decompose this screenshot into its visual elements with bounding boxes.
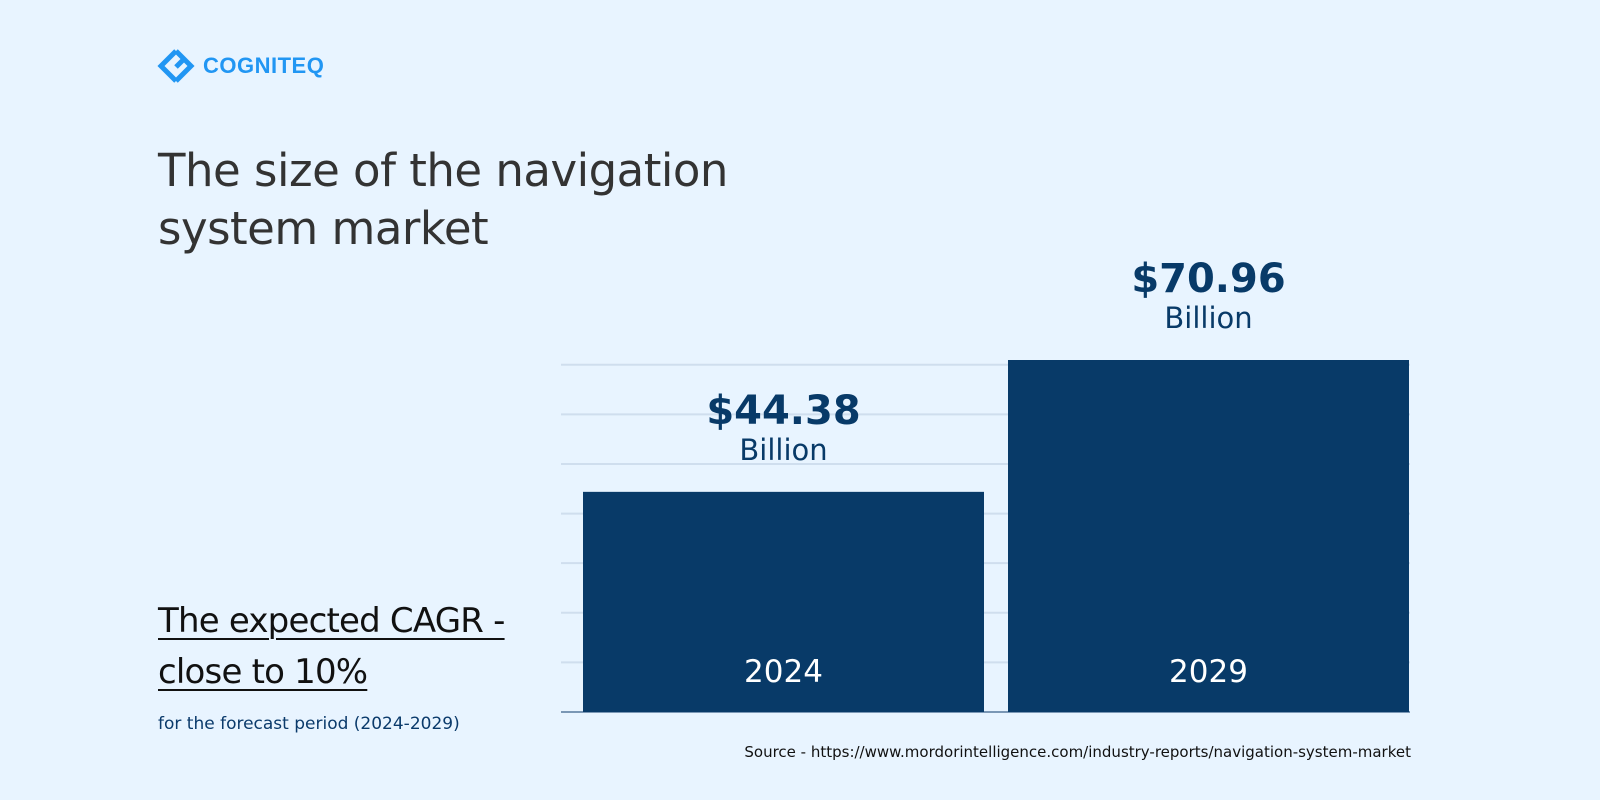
chart-title: The size of the navigation system market: [158, 144, 728, 255]
cagr-line-2: close to 10%: [158, 652, 368, 692]
unit-label: Billion: [739, 433, 827, 467]
forecast-period: for the forecast period (2024-2029): [158, 714, 460, 734]
category-label: 2024: [744, 654, 823, 690]
brand-logo: COGNITEQ: [157, 47, 324, 85]
source-link[interactable]: Source - https://www.mordorintelligence.…: [744, 743, 1411, 761]
cagr-line-1: The expected CAGR -: [158, 601, 505, 641]
value-label: $44.38: [706, 388, 860, 434]
unit-label: Billion: [1164, 301, 1252, 335]
value-label: $70.96: [1131, 256, 1285, 302]
category-label: 2029: [1169, 654, 1248, 690]
bar-2024: [583, 491, 984, 712]
brand-name: COGNITEQ: [203, 53, 325, 78]
bar-2029: [1008, 360, 1409, 712]
logo-icon: [157, 49, 195, 83]
cagr-note: The expected CAGR - close to 10%: [158, 596, 505, 698]
